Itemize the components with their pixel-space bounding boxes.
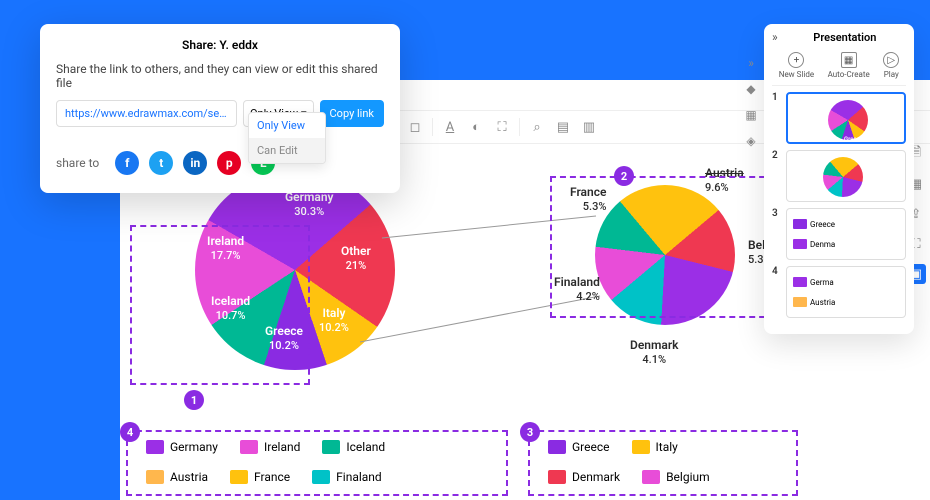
slide-number: 4 [772,266,780,318]
slide-3[interactable]: 3GreeceDenma [772,208,906,260]
slide-1[interactable]: 1Ireland17.7%Iceland10.7%Greec [772,92,906,144]
slide-number: 2 [772,150,780,202]
legend-3-row1: Greece Italy [548,440,678,454]
selection-box-1[interactable] [130,225,310,385]
slide-thumb[interactable]: GermaAustria [786,266,906,318]
copy-link-button[interactable]: Copy link [320,100,384,127]
slide-2[interactable]: 2 [772,150,906,202]
dropdown-only-view[interactable]: Only View [249,113,325,138]
collapse-icon[interactable]: » [742,54,760,72]
auto-create-button[interactable]: ▦Auto-Create [828,52,870,79]
bucket-icon[interactable]: ◆ [742,80,760,98]
share-mode-dropdown[interactable]: Only View Can Edit [248,112,326,164]
layers-icon[interactable]: ◈ [742,132,760,150]
legend-4-row2: Austria France Finaland [146,470,382,484]
selection-badge-1: 1 [184,390,204,410]
share-title: Share: Y. eddx [56,38,384,52]
new-slide-button[interactable]: +New Slide [779,52,814,79]
share-url-input[interactable]: https://www.edrawmax.com/server... [56,100,237,127]
share-to-label: share to [56,156,99,170]
pinterest-icon[interactable]: p [217,151,241,175]
slide-thumb[interactable]: Ireland17.7%Iceland10.7%Greec [786,92,906,144]
fill-icon[interactable]: ◐ [467,118,485,136]
plus-icon: + [788,52,804,68]
presentation-panel: » ◆ ▦ ◈ » Presentation +New Slide ▦Auto-… [764,24,914,334]
panel-title: Presentation [784,31,906,44]
play-button[interactable]: ▷Play [883,52,899,79]
facebook-icon[interactable]: f [115,151,139,175]
grid-icon[interactable]: ▦ [742,106,760,124]
legend-badge-3: 3 [520,422,540,442]
share-description: Share the link to others, and they can v… [56,62,384,90]
zoom-icon[interactable]: ⌕ [528,118,546,136]
panel-collapse-icon[interactable]: » [772,30,778,44]
auto-icon: ▦ [841,52,857,68]
slide-thumb[interactable] [786,150,906,202]
crop-icon[interactable]: ⛶ [493,118,511,136]
legend-3-row2: Denmark Belgium [548,470,710,484]
note-icon[interactable]: ◻ [406,118,424,136]
slide-number: 3 [772,208,780,260]
play-icon: ▷ [883,52,899,68]
ruler-icon[interactable]: ▥ [580,118,598,136]
pie2-label-denmark: Denmark4.1% [630,338,679,366]
share-dialog: Share: Y. eddx Share the link to others,… [40,24,400,193]
slide-number: 1 [772,92,780,144]
linkedin-icon[interactable]: in [183,151,207,175]
legend-4-row1: Germany Ireland Iceland [146,440,385,454]
legend-badge-4: 4 [120,422,140,442]
dropdown-can-edit[interactable]: Can Edit [249,138,325,163]
font-style-icon[interactable]: A [441,118,459,136]
selection-badge-2: 2 [614,166,634,186]
slide-thumb[interactable]: GreeceDenma [786,208,906,260]
twitter-icon[interactable]: t [149,151,173,175]
page-icon[interactable]: ▤ [554,118,572,136]
slide-4[interactable]: 4GermaAustria [772,266,906,318]
